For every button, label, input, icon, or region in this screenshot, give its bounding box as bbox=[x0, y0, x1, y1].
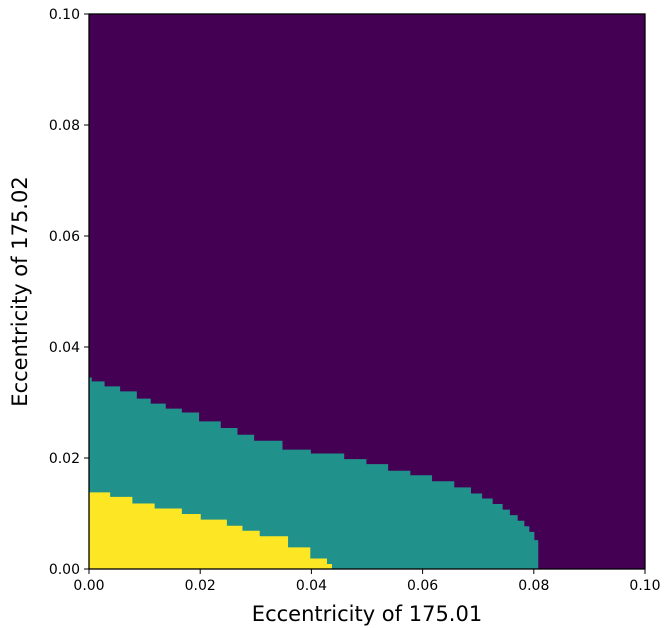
x-tick-label: 0.06 bbox=[407, 578, 438, 594]
y-tick-label: 0.00 bbox=[49, 562, 80, 578]
region-inner bbox=[89, 492, 332, 569]
x-tick-label: 0.00 bbox=[73, 578, 104, 594]
y-tick-label: 0.08 bbox=[49, 118, 80, 134]
x-tick-label: 0.10 bbox=[629, 578, 660, 594]
y-tick-label: 0.04 bbox=[49, 340, 80, 356]
plot-regions bbox=[89, 14, 645, 569]
x-tick-label: 0.04 bbox=[296, 578, 327, 594]
plot-frame bbox=[88, 13, 646, 570]
y-axis-label: Eccentricity of 175.02 bbox=[8, 176, 32, 406]
x-tick-label: 0.08 bbox=[518, 578, 549, 594]
x-axis-ticks: 0.00 0.02 0.04 0.06 0.08 0.10 bbox=[73, 569, 661, 594]
y-tick-label: 0.10 bbox=[49, 7, 80, 23]
x-axis-label: Eccentricity of 175.01 bbox=[252, 602, 482, 626]
y-axis-ticks: 0.00 0.02 0.04 0.06 0.08 0.10 bbox=[49, 7, 89, 578]
y-tick-label: 0.06 bbox=[49, 229, 80, 245]
y-tick-label: 0.02 bbox=[49, 451, 80, 467]
x-tick-label: 0.02 bbox=[185, 578, 216, 594]
